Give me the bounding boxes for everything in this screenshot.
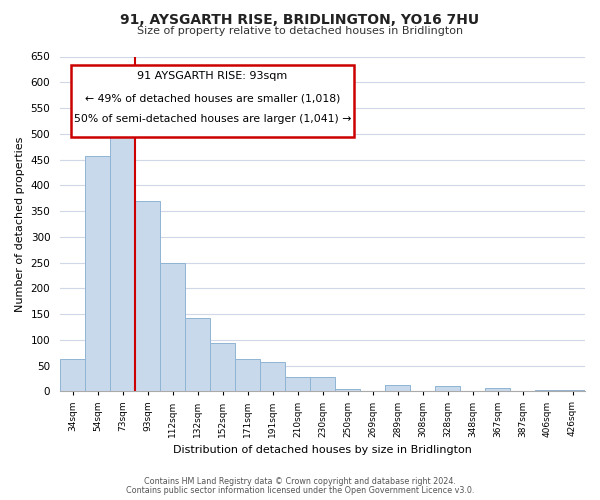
Y-axis label: Number of detached properties: Number of detached properties bbox=[15, 136, 25, 312]
Bar bbox=[60, 359, 85, 392]
Text: 50% of semi-detached houses are larger (1,041) →: 50% of semi-detached houses are larger (… bbox=[74, 114, 351, 124]
Bar bbox=[160, 262, 185, 392]
Text: Contains HM Land Registry data © Crown copyright and database right 2024.: Contains HM Land Registry data © Crown c… bbox=[144, 477, 456, 486]
Bar bbox=[435, 386, 460, 392]
X-axis label: Distribution of detached houses by size in Bridlington: Distribution of detached houses by size … bbox=[173, 445, 472, 455]
Text: Contains public sector information licensed under the Open Government Licence v3: Contains public sector information licen… bbox=[126, 486, 474, 495]
Bar bbox=[535, 390, 560, 392]
FancyBboxPatch shape bbox=[71, 65, 354, 137]
Bar bbox=[110, 122, 135, 392]
Bar bbox=[285, 377, 310, 392]
Text: 91 AYSGARTH RISE: 93sqm: 91 AYSGARTH RISE: 93sqm bbox=[137, 71, 287, 81]
Bar bbox=[560, 390, 585, 392]
Bar bbox=[385, 384, 410, 392]
Bar bbox=[185, 318, 210, 392]
Text: Size of property relative to detached houses in Bridlington: Size of property relative to detached ho… bbox=[137, 26, 463, 36]
Text: 91, AYSGARTH RISE, BRIDLINGTON, YO16 7HU: 91, AYSGARTH RISE, BRIDLINGTON, YO16 7HU bbox=[121, 12, 479, 26]
Bar bbox=[210, 344, 235, 392]
Bar bbox=[260, 362, 285, 392]
Bar bbox=[235, 360, 260, 392]
Bar bbox=[85, 156, 110, 392]
Bar bbox=[485, 388, 510, 392]
Bar bbox=[335, 388, 360, 392]
Bar bbox=[135, 201, 160, 392]
Text: ← 49% of detached houses are smaller (1,018): ← 49% of detached houses are smaller (1,… bbox=[85, 94, 340, 104]
Bar bbox=[310, 377, 335, 392]
